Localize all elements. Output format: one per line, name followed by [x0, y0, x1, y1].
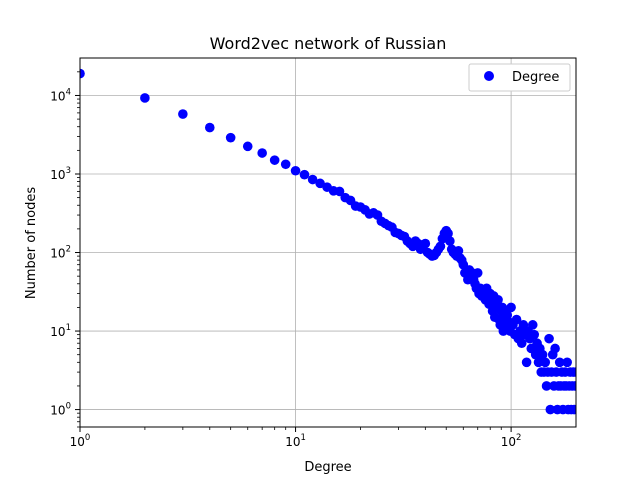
data-point: [540, 357, 551, 368]
data-point: [545, 404, 556, 415]
y-tick-base: 10: [50, 168, 65, 182]
x-tick-label: 102: [501, 433, 522, 449]
data-point: [299, 169, 310, 180]
y-tick-exponent: 2: [66, 245, 71, 255]
y-axis-label: Number of nodes: [24, 187, 39, 299]
data-point: [280, 159, 291, 170]
data-point: [570, 381, 576, 391]
y-tick-exponent: 1: [66, 323, 71, 333]
y-tick-label: 101: [50, 323, 71, 339]
y-tick-base: 10: [50, 325, 65, 339]
plot-frame: [79, 57, 577, 428]
legend: Degree: [468, 63, 571, 92]
data-point: [257, 148, 267, 158]
data-point: [420, 238, 431, 249]
data-point: [544, 333, 554, 344]
data-point: [506, 302, 516, 313]
y-tick-exponent: 4: [66, 87, 71, 97]
y-tick-label: 104: [50, 87, 71, 103]
y-tick-base: 10: [50, 247, 65, 261]
y-tick-exponent: 0: [66, 402, 71, 412]
data-point: [541, 381, 552, 391]
y-tick-label: 103: [50, 166, 71, 182]
data-point: [307, 174, 318, 185]
y-tick-label: 102: [50, 245, 71, 261]
data-point: [521, 357, 532, 368]
data-point: [225, 132, 236, 143]
data-point: [269, 155, 280, 165]
data-point: [493, 295, 503, 305]
x-tick-label: 101: [285, 433, 306, 449]
y-tick-base: 10: [50, 89, 65, 103]
legend-marker: [484, 71, 494, 81]
data-points: [80, 68, 576, 415]
x-tick-base: 10: [70, 435, 85, 449]
data-point: [516, 338, 527, 349]
x-tick-exponent: 2: [516, 433, 521, 443]
x-tick-base: 10: [285, 435, 300, 449]
data-point: [290, 165, 301, 176]
data-point: [511, 314, 522, 325]
data-point: [334, 186, 345, 197]
x-axis-label: Degree: [304, 460, 351, 475]
data-point: [443, 228, 453, 239]
data-point: [550, 343, 560, 354]
data-point: [435, 241, 446, 252]
y-tick-label: 100: [50, 402, 71, 418]
data-point: [533, 357, 544, 368]
data-point: [445, 236, 455, 246]
data-point: [537, 349, 548, 360]
data-point: [204, 122, 215, 133]
legend-box: [468, 63, 571, 92]
data-point: [527, 320, 538, 330]
y-tick-exponent: 3: [66, 166, 71, 176]
chart-title: Word2vec network of Russian: [210, 34, 447, 53]
data-point: [472, 268, 483, 278]
data-point: [242, 141, 253, 152]
data-point: [178, 109, 188, 119]
data-point: [80, 68, 85, 79]
data-point: [453, 246, 464, 256]
x-tick-exponent: 0: [85, 433, 90, 443]
data-point: [554, 357, 565, 368]
data-point: [562, 357, 572, 368]
legend-label: Degree: [512, 70, 559, 85]
x-axis-ticks: 100 101 102: [70, 427, 522, 449]
data-point: [140, 93, 150, 103]
data-point: [569, 404, 576, 415]
x-tick-base: 10: [501, 435, 516, 449]
x-tick-exponent: 1: [300, 433, 305, 443]
data-point: [529, 329, 540, 340]
data-point: [571, 367, 576, 377]
y-tick-base: 10: [50, 404, 65, 418]
x-tick-label: 100: [70, 433, 91, 449]
